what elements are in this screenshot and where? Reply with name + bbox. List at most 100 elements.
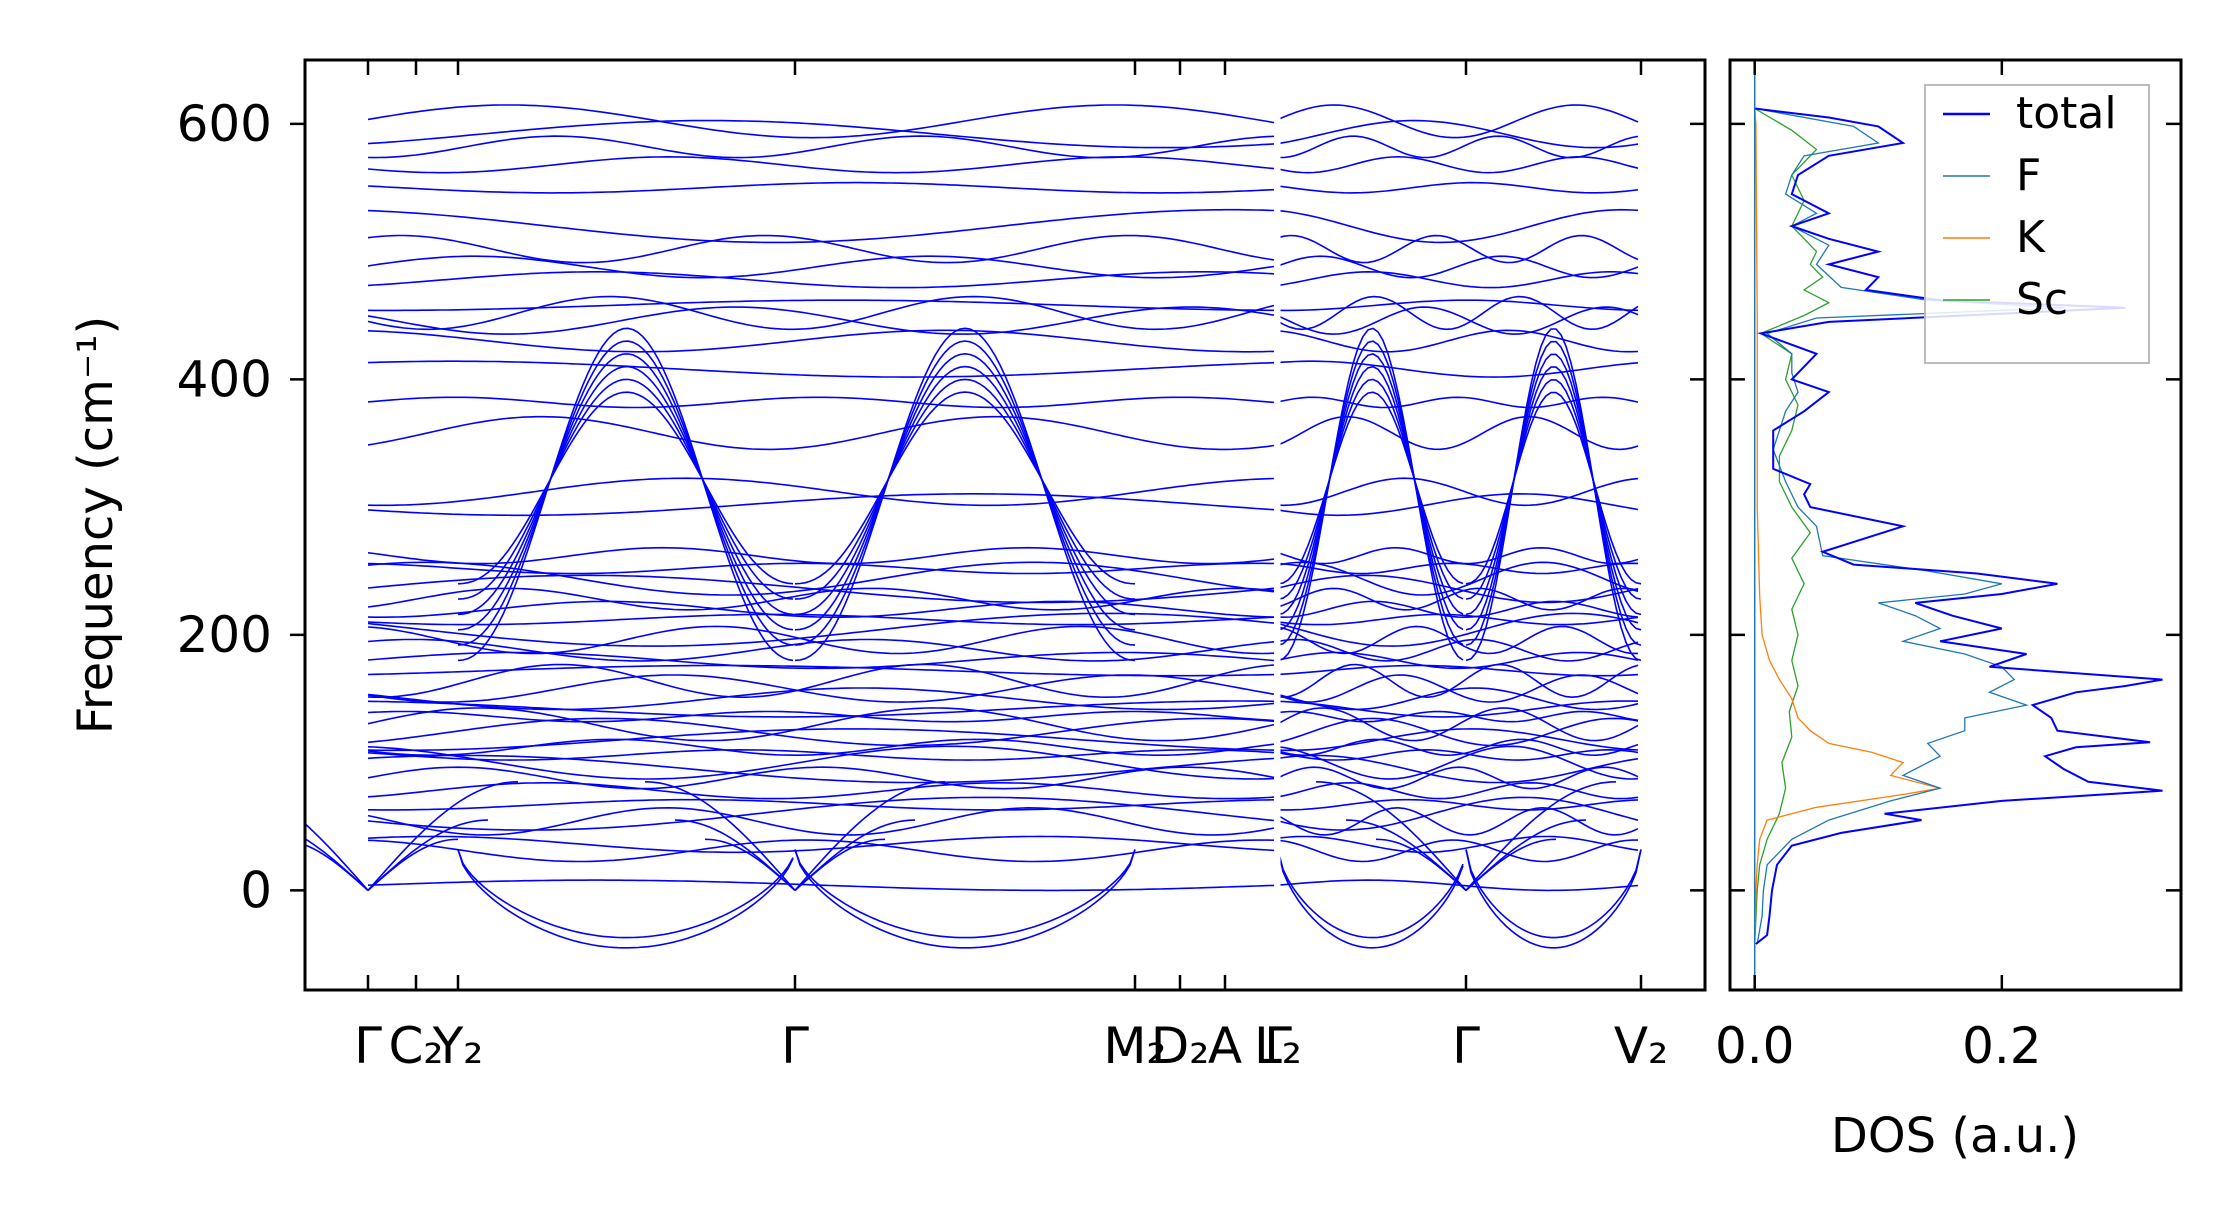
band-line <box>367 663 1639 699</box>
soft-mode-band <box>1277 849 1464 949</box>
band-line <box>367 415 1639 451</box>
dispersive-band <box>1465 379 1642 600</box>
band-line <box>367 754 1639 784</box>
dos-curve-sc <box>1754 107 1831 945</box>
dos-plot-frame <box>1728 58 2183 992</box>
band-line <box>367 295 1639 331</box>
band-line <box>367 835 1639 854</box>
band-line <box>367 135 1639 159</box>
acoustic-branch <box>1465 838 1557 891</box>
dispersive-band <box>1277 327 1464 662</box>
band-line <box>367 492 1639 517</box>
soft-mode-band <box>1465 849 1642 949</box>
acoustic-branch <box>305 837 369 891</box>
band-line <box>367 717 1639 747</box>
band-line <box>367 707 1639 742</box>
band-line <box>367 208 1639 244</box>
band-x-tick-label: V₂ <box>1614 1017 1668 1075</box>
dispersive-band <box>1465 366 1642 616</box>
dispersive-band <box>1465 353 1642 631</box>
band-x-tick-label: L₂ <box>1254 1017 1302 1075</box>
band-y-ticks: 0 200 400 600 <box>177 95 1705 919</box>
dispersive-band <box>794 378 1136 600</box>
band-line <box>367 306 1639 335</box>
acoustic-branch <box>644 781 796 891</box>
dos-curve-k <box>1754 108 1941 945</box>
band-x-tick-label: M₂ <box>1103 1017 1166 1075</box>
band-y-tick-label: 200 <box>177 606 272 664</box>
band-x-tick-label: C₂ <box>389 1017 444 1075</box>
band-line <box>367 766 1639 790</box>
band-line <box>367 546 1639 565</box>
dispersive-band <box>1277 391 1464 585</box>
band-y-tick-label: 0 <box>240 861 272 919</box>
band-line <box>367 796 1639 831</box>
band-x-tick-label: Γ <box>1264 1017 1292 1075</box>
band-x-tick-label: Γ <box>1452 1017 1480 1075</box>
band-line <box>367 299 1639 312</box>
band-lines <box>305 104 1642 949</box>
acoustic-branch <box>367 781 519 891</box>
dispersive-band <box>794 365 1136 616</box>
band-line <box>367 104 1639 139</box>
band-line <box>367 664 1639 677</box>
band-line <box>367 745 1639 780</box>
band-line <box>367 477 1639 507</box>
dispersive-band <box>1465 391 1642 585</box>
dispersive-band <box>457 327 794 662</box>
band-line <box>367 329 1639 353</box>
band-y-tick-label: 400 <box>177 350 272 408</box>
band-line <box>367 839 1638 863</box>
dispersive-band <box>1277 378 1464 600</box>
dispersive-band <box>1277 365 1464 616</box>
band-line <box>367 879 1639 892</box>
soft-mode-band <box>1465 849 1642 939</box>
dispersive-band <box>457 340 794 646</box>
dos-panel: 0.0 0.2 DOS (a.u.) total FK Sc <box>1715 58 2183 1164</box>
acoustic-branch <box>367 819 489 891</box>
dispersive-band <box>457 353 794 631</box>
soft-mode-band <box>1277 849 1464 939</box>
band-line <box>367 738 1639 757</box>
band-line <box>367 561 1639 596</box>
band-line <box>367 728 1639 752</box>
band-line <box>367 119 1639 149</box>
dispersive-band <box>1277 340 1464 646</box>
dispersive-band <box>794 352 1136 631</box>
soft-mode-band <box>794 849 1136 939</box>
soft-mode-band <box>457 849 794 939</box>
acoustic-branch <box>1465 781 1617 891</box>
acoustic-branch <box>794 819 916 891</box>
dos-curve-total <box>1754 107 2163 945</box>
y-axis-label: Frequency (cm⁻¹) <box>68 316 124 734</box>
acoustic-branch <box>1345 819 1467 891</box>
acoustic-branch <box>1315 781 1467 891</box>
dos-x-tick-label: 0.0 <box>1715 1017 1795 1075</box>
soft-mode-band <box>457 849 794 949</box>
band-y-tick-label: 600 <box>177 95 272 153</box>
band-line <box>367 360 1639 378</box>
legend-label-sc: Sc <box>2016 274 2068 325</box>
band-line <box>367 806 1639 836</box>
band-line <box>367 234 1639 264</box>
band-plot-frame <box>303 58 1707 992</box>
band-line <box>367 155 1639 174</box>
band-line <box>367 613 1639 626</box>
band-line <box>367 687 1639 711</box>
dos-x-tick-label: 0.2 <box>1962 1017 2042 1075</box>
band-line <box>367 710 1639 723</box>
dispersive-band <box>457 391 794 585</box>
band-line <box>367 587 1639 611</box>
acoustic-branch <box>305 843 369 891</box>
acoustic-branch <box>305 822 369 891</box>
band-line <box>367 181 1639 194</box>
dispersive-band <box>794 340 1136 646</box>
dos-x-axis-label: DOS (a.u.) <box>1831 1108 2079 1164</box>
acoustic-branch <box>794 838 886 891</box>
dispersive-band <box>1465 328 1642 662</box>
band-x-tick-label: A <box>1208 1017 1242 1075</box>
band-line <box>367 781 1639 800</box>
legend-frame <box>1924 84 2150 364</box>
